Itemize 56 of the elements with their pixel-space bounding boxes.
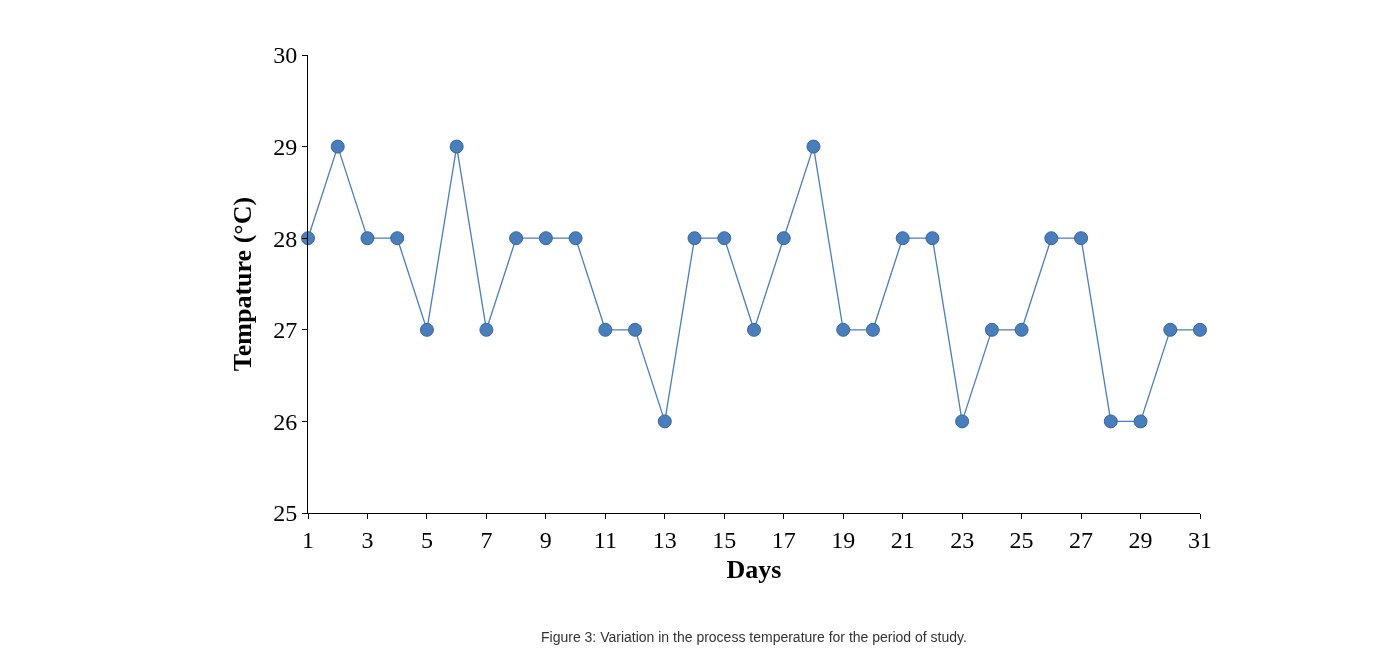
point — [598, 322, 613, 337]
x-tick-label: 9 — [539, 526, 552, 553]
x-tick-label: 21 — [890, 526, 915, 553]
point — [895, 231, 910, 246]
point — [479, 322, 494, 337]
point — [1014, 322, 1029, 337]
point — [390, 231, 405, 246]
x-tick-label: 11 — [593, 526, 617, 553]
y-tick-label: 26 — [273, 408, 298, 435]
x-tick-label: 17 — [771, 526, 796, 553]
x-tick-label: 1 — [302, 526, 314, 553]
point — [301, 231, 315, 246]
x-tick-label: 29 — [1128, 526, 1153, 553]
point — [717, 231, 732, 246]
point — [509, 231, 524, 246]
y-tick-label: 27 — [273, 317, 298, 344]
point — [568, 231, 583, 246]
x-tick-label: 25 — [1009, 526, 1034, 553]
x-tick-label: 7 — [480, 526, 493, 553]
x-tick-label: 3 — [361, 526, 374, 553]
point — [836, 322, 851, 337]
point — [330, 139, 345, 154]
point — [955, 414, 970, 429]
x-tick-label: 13 — [652, 526, 677, 553]
caption: Figure 3: Variation in the process temperature for the period of study. — [541, 629, 967, 645]
y-axis-title: Tempature (°C) — [227, 196, 257, 372]
y-tick-label: 29 — [273, 134, 298, 160]
point — [1103, 414, 1118, 429]
x-axis-title: Days — [726, 555, 782, 585]
point — [1133, 414, 1148, 429]
point — [925, 231, 940, 246]
point — [419, 322, 434, 337]
x-tick-label: 31 — [1188, 526, 1212, 553]
x-tick-label: 27 — [1069, 526, 1094, 553]
point — [865, 322, 880, 337]
point — [747, 322, 761, 337]
point — [1193, 322, 1207, 337]
point — [776, 231, 791, 246]
point — [984, 322, 999, 337]
point — [360, 231, 375, 246]
point — [628, 322, 643, 337]
point — [1163, 322, 1178, 337]
x-tick-label: 5 — [420, 526, 433, 553]
point — [1044, 231, 1059, 246]
point — [1074, 231, 1089, 246]
x-tick-label: 15 — [712, 526, 737, 553]
x-tick-label: 19 — [831, 526, 856, 553]
point — [538, 231, 553, 246]
point — [657, 414, 672, 429]
y-tick-label: 30 — [273, 42, 298, 69]
point — [687, 231, 702, 246]
x-tick-label: 23 — [950, 526, 975, 553]
point — [449, 139, 464, 154]
y-tick-label: 25 — [273, 500, 298, 527]
point — [806, 139, 821, 154]
y-tick-label: 28 — [273, 225, 298, 252]
